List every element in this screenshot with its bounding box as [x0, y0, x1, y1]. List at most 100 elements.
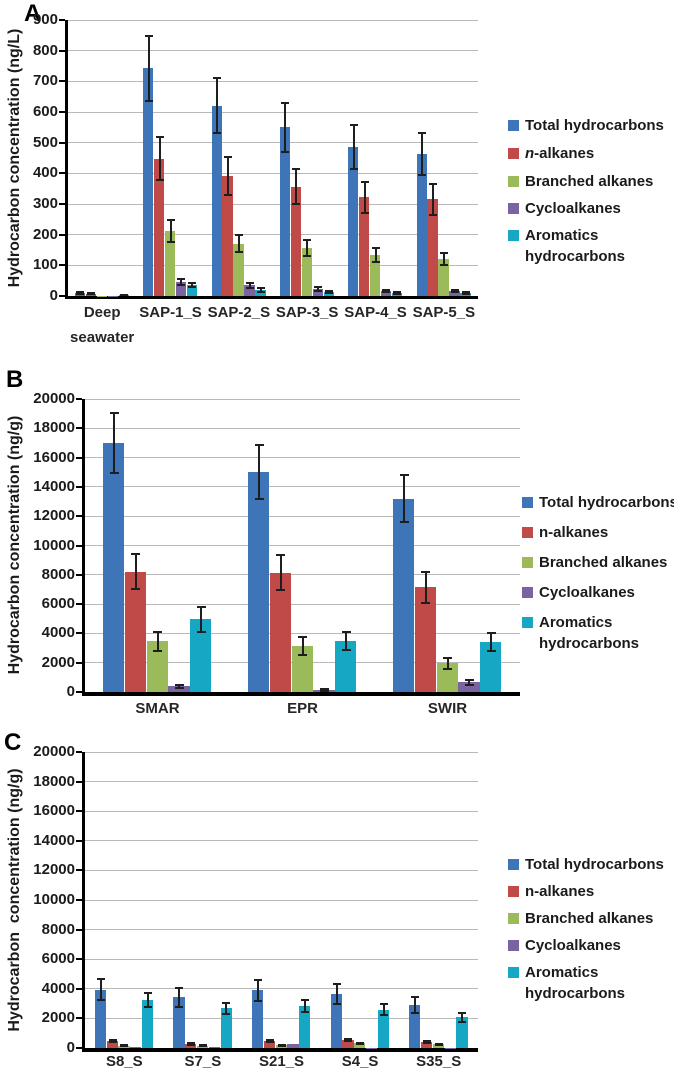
- error-bar-cap: [450, 288, 459, 291]
- bar-aromatics-hydrocarbons: [220, 1008, 232, 1048]
- error-bar-cap: [131, 588, 141, 591]
- panel-c-letter: C: [4, 729, 22, 756]
- y-tick-label: 600: [32, 103, 58, 120]
- error-bar: [363, 181, 366, 213]
- gridline: [85, 486, 520, 488]
- error-bar-cap: [144, 34, 153, 37]
- y-tick-label: 0: [66, 1039, 75, 1056]
- y-axis-tick: [76, 691, 82, 693]
- y-axis-tick: [59, 80, 65, 83]
- bar-aromatics-hydrocarbons: [255, 289, 266, 296]
- gridline: [85, 840, 478, 842]
- y-tick-label: 8000: [41, 920, 75, 938]
- legend-swatch-total-hydrocarbons: [522, 497, 533, 508]
- error-bar-cap: [175, 986, 184, 989]
- error-bar-cap: [443, 656, 452, 659]
- error-bar: [178, 684, 181, 688]
- y-axis-tick: [76, 928, 82, 931]
- gridline: [68, 172, 478, 174]
- legend-label: Cycloalkanes: [525, 200, 621, 217]
- error-bar-cap: [464, 679, 474, 682]
- error-bar-cap: [450, 291, 459, 294]
- error-bar-cap: [356, 1041, 365, 1044]
- bar-n-alkanes: [427, 199, 438, 296]
- error-bar: [99, 979, 102, 1000]
- error-bar-cap: [143, 1005, 152, 1008]
- error-bar-cap: [298, 636, 307, 639]
- bar-total-hydrocarbons: [173, 997, 185, 1048]
- y-tick-label: 12000: [33, 507, 75, 525]
- error-bar-cap: [223, 194, 232, 197]
- error-bar-cap: [76, 291, 85, 293]
- y-axis-tick: [59, 264, 65, 267]
- error-bar: [490, 633, 492, 651]
- y-axis-tick: [76, 958, 82, 961]
- error-bar-cap: [458, 1020, 467, 1023]
- error-bar-cap: [379, 1003, 388, 1006]
- error-bar: [134, 554, 137, 590]
- error-bar-cap: [188, 286, 197, 289]
- error-bar: [385, 289, 388, 292]
- legend-swatch-aromatics-hydrocarbons: [508, 230, 519, 241]
- error-bar-cap: [143, 992, 152, 995]
- y-axis-tick: [76, 573, 82, 576]
- error-bar-cap: [234, 251, 243, 254]
- y-tick-label: 2000: [41, 1009, 75, 1027]
- error-bar-cap: [344, 1040, 353, 1043]
- error-bar: [248, 282, 251, 288]
- gridline: [68, 111, 478, 113]
- gridline: [68, 264, 478, 266]
- y-axis-tick: [76, 810, 82, 813]
- error-bar-cap: [256, 290, 265, 293]
- gridline: [85, 398, 520, 400]
- y-tick-label: 8000: [41, 565, 75, 583]
- bar-branched-alkanes: [301, 248, 313, 296]
- bar-cycloalkanes: [458, 682, 480, 692]
- y-tick-label: 14000: [33, 831, 75, 849]
- error-bar: [113, 412, 115, 473]
- error-bar-cap: [393, 292, 402, 295]
- bar-branched-alkanes: [438, 259, 449, 296]
- bar-n-alkanes: [359, 197, 370, 296]
- error-bar: [420, 133, 423, 176]
- error-bar-cap: [166, 219, 175, 222]
- y-axis-tick: [76, 869, 82, 872]
- error-bar: [382, 1004, 385, 1015]
- y-tick-label: 700: [32, 72, 58, 90]
- legend-swatch-n-alkanes: [522, 527, 533, 538]
- error-bar-cap: [120, 1045, 129, 1048]
- legend-label: Aromatics hydrocarbons: [539, 614, 640, 652]
- error-bar: [431, 184, 434, 215]
- error-bar-cap: [303, 239, 312, 242]
- error-bar-cap: [421, 601, 431, 604]
- legend-label: n-alkanes: [525, 145, 595, 162]
- error-bar-cap: [417, 132, 426, 135]
- error-bar: [304, 1000, 307, 1012]
- gridline: [85, 810, 478, 812]
- y-tick-label: 300: [32, 195, 58, 212]
- error-bar-cap: [276, 554, 286, 557]
- error-bar: [259, 288, 262, 292]
- bar-n-alkanes: [106, 1041, 118, 1048]
- error-bar-cap: [144, 99, 153, 102]
- error-bar: [169, 220, 172, 242]
- x-category-label: EPR: [287, 700, 318, 717]
- error-bar: [352, 124, 355, 169]
- legend-swatch-branched-alkanes: [508, 913, 519, 924]
- bar-n-alkanes: [154, 158, 165, 296]
- error-bar-cap: [87, 292, 96, 295]
- legend-swatch-n-alkanes: [508, 886, 519, 897]
- bar-total-hydrocarbons: [279, 127, 291, 296]
- bar-cycloalkanes: [244, 285, 255, 296]
- error-bar: [226, 157, 229, 196]
- error-bar-cap: [428, 183, 437, 186]
- y-tick-label: 6000: [41, 595, 75, 613]
- legend-label: Branched alkanes: [525, 910, 654, 927]
- error-bar: [279, 555, 282, 591]
- x-axis-line: [82, 1048, 478, 1052]
- error-bar-cap: [265, 1039, 274, 1041]
- bar-cycloalkanes: [380, 290, 392, 296]
- y-tick-label: 2000: [41, 653, 75, 671]
- y-axis-tick: [76, 632, 82, 635]
